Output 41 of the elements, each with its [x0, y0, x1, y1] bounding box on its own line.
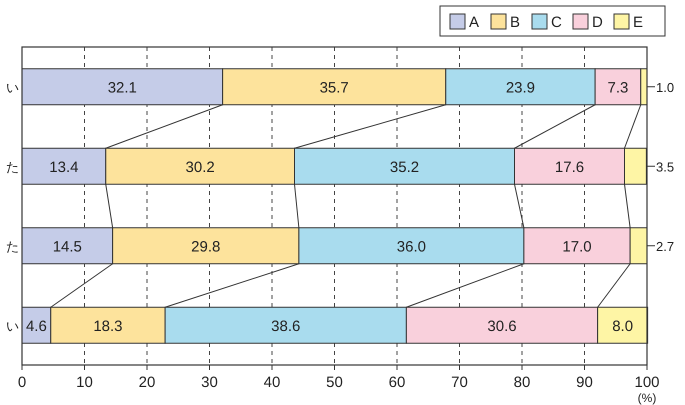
- legend-label: C: [551, 14, 562, 31]
- x-tick-label: 70: [451, 374, 468, 391]
- y-tick-label: た: [6, 159, 19, 174]
- data-label: 8.0: [612, 318, 634, 335]
- legend-label: A: [469, 14, 480, 31]
- data-label: 23.9: [506, 79, 536, 96]
- data-label: 17.0: [562, 238, 592, 256]
- data-label: 36.0: [396, 238, 426, 256]
- x-tick-label: 50: [326, 374, 343, 391]
- data-label: 1.0: [656, 80, 674, 95]
- x-tick-label: 100: [634, 374, 660, 391]
- x-tick-label: 20: [138, 374, 156, 391]
- legend-label: D: [592, 14, 603, 31]
- x-tick-label: 10: [76, 374, 93, 391]
- data-label: 17.6: [554, 158, 584, 176]
- y-tick-label: た: [6, 238, 19, 254]
- data-label: 32.1: [108, 79, 137, 96]
- x-axis-title: (%): [638, 391, 656, 405]
- legend-label: B: [510, 14, 520, 31]
- x-tick-label: 80: [514, 374, 530, 391]
- data-label: 4.6: [26, 318, 47, 335]
- data-label: 35.7: [320, 79, 349, 96]
- x-tick-label: 60: [388, 374, 406, 391]
- x-tick-label: 90: [576, 374, 593, 391]
- y-tick-label: い: [6, 80, 19, 95]
- data-label: 30.6: [487, 318, 517, 335]
- x-tick-label: 30: [201, 374, 218, 391]
- data-label: 35.2: [390, 158, 420, 176]
- data-label: 2.7: [656, 238, 674, 254]
- data-label: 3.5: [656, 159, 674, 174]
- y-tick-label: い: [6, 318, 19, 334]
- x-tick-label: 0: [18, 374, 26, 391]
- x-tick-label: 40: [264, 374, 280, 391]
- data-label: 30.2: [186, 158, 215, 176]
- data-label: 29.8: [191, 238, 220, 256]
- data-label: 7.3: [608, 79, 628, 96]
- data-label: 38.6: [271, 318, 300, 335]
- data-label: 14.5: [52, 238, 82, 256]
- legend-label: E: [633, 14, 644, 31]
- data-label: 13.4: [49, 158, 78, 176]
- data-label: 18.3: [93, 318, 123, 335]
